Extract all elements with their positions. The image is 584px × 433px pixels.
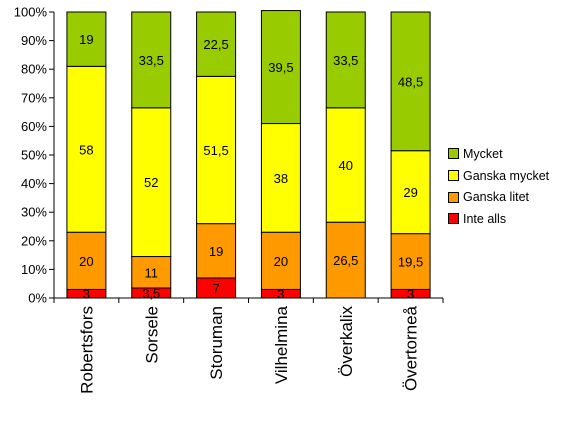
data-label: 3 <box>277 287 284 302</box>
legend-swatch <box>448 170 459 182</box>
data-label: 52 <box>144 175 158 190</box>
y-tick-label: 30% <box>21 205 47 220</box>
data-label: 26,5 <box>333 253 358 268</box>
bar-segment <box>66 231 107 290</box>
y-tick-label: 0% <box>28 291 47 306</box>
x-tick-label: Sorsele <box>142 306 161 364</box>
bar-segment <box>325 11 366 109</box>
x-tick-label: Överkalix <box>337 306 356 377</box>
data-label: 3 <box>407 287 414 302</box>
data-label: 48,5 <box>398 74 423 89</box>
y-tick-label: 50% <box>21 148 47 163</box>
x-tick-label: Storuman <box>207 306 226 380</box>
bar-segment <box>325 107 366 223</box>
legend-swatch <box>448 213 459 225</box>
y-tick-label: 70% <box>21 90 47 105</box>
bar-segment <box>390 233 431 290</box>
legend-item: Ganska mycket <box>448 165 584 187</box>
bar-segment <box>260 231 301 290</box>
data-label: 33,5 <box>333 53 358 68</box>
y-tick-label: 10% <box>21 262 47 277</box>
data-label: 29 <box>403 185 417 200</box>
legend-label: Inte alls <box>463 211 507 226</box>
data-label: 3 <box>83 287 90 302</box>
bar-segment <box>325 221 366 299</box>
x-tick-label: Robertsfors <box>77 306 96 394</box>
bar-segment <box>260 123 301 233</box>
data-label: 3,5 <box>142 286 160 301</box>
data-label: 7 <box>212 281 219 296</box>
x-tick-label: Övertorneå <box>402 305 421 391</box>
y-tick-label: 100% <box>14 5 48 20</box>
bar-segment <box>66 65 107 233</box>
bar-segment <box>66 11 107 67</box>
y-tick-label: 20% <box>21 233 47 248</box>
bar-segment <box>196 223 237 279</box>
data-label: 39,5 <box>268 60 293 75</box>
data-label: 38 <box>274 171 288 186</box>
bar-segment <box>196 75 237 225</box>
data-label: 33,5 <box>139 53 164 68</box>
data-label: 20 <box>274 254 288 269</box>
legend-item: Mycket <box>448 143 584 165</box>
data-label: 20 <box>79 254 93 269</box>
bar-segment <box>390 150 431 235</box>
y-tick-label: 60% <box>21 119 47 134</box>
x-axis: Robertsfors Sorsele Storuman Vilhelmina Över… <box>53 297 444 394</box>
legend-label: Ganska litet <box>463 190 530 205</box>
bar-segment <box>131 11 172 109</box>
bars: 3 20 58 19 3,5 11 52 33,5 7 19 51,5 22,5 3 20 38 39,5 26… <box>66 10 431 302</box>
bar-segment <box>260 10 301 125</box>
y-axis: 0% 10% 20% 30% 40% 50% 60% 70% 80% 90% 100% <box>14 5 55 306</box>
data-label: 58 <box>79 142 93 157</box>
data-label: 51,5 <box>203 143 228 158</box>
y-tick-label: 90% <box>21 33 47 48</box>
legend-swatch <box>448 148 459 160</box>
y-tick-label: 80% <box>21 62 47 77</box>
legend-item: Ganska litet <box>448 186 584 208</box>
bar-segment <box>131 107 172 258</box>
legend: Mycket Ganska mycket Ganska litet Inte alls <box>448 143 584 230</box>
data-label: 22,5 <box>203 37 228 52</box>
data-label: 19,5 <box>398 255 423 270</box>
legend-label: Mycket <box>463 146 503 161</box>
bar-segment <box>390 11 431 152</box>
data-label: 11 <box>145 265 159 280</box>
data-label: 19 <box>79 32 93 47</box>
x-tick-label: Vilhelmina <box>272 305 291 384</box>
legend-swatch <box>448 191 459 203</box>
bar-segment <box>196 11 237 77</box>
y-tick-label: 40% <box>21 176 47 191</box>
legend-item: Inte alls <box>448 208 584 230</box>
data-label: 19 <box>209 244 223 259</box>
legend-label: Ganska mycket <box>463 168 550 183</box>
data-label: 40 <box>339 158 353 173</box>
